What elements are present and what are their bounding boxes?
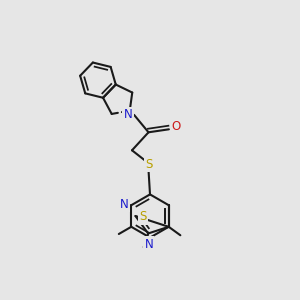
Text: N: N: [120, 197, 128, 211]
Text: S: S: [139, 210, 146, 224]
Text: N: N: [124, 108, 133, 121]
Text: S: S: [145, 158, 152, 171]
Text: N: N: [144, 238, 153, 251]
Text: O: O: [171, 120, 180, 134]
